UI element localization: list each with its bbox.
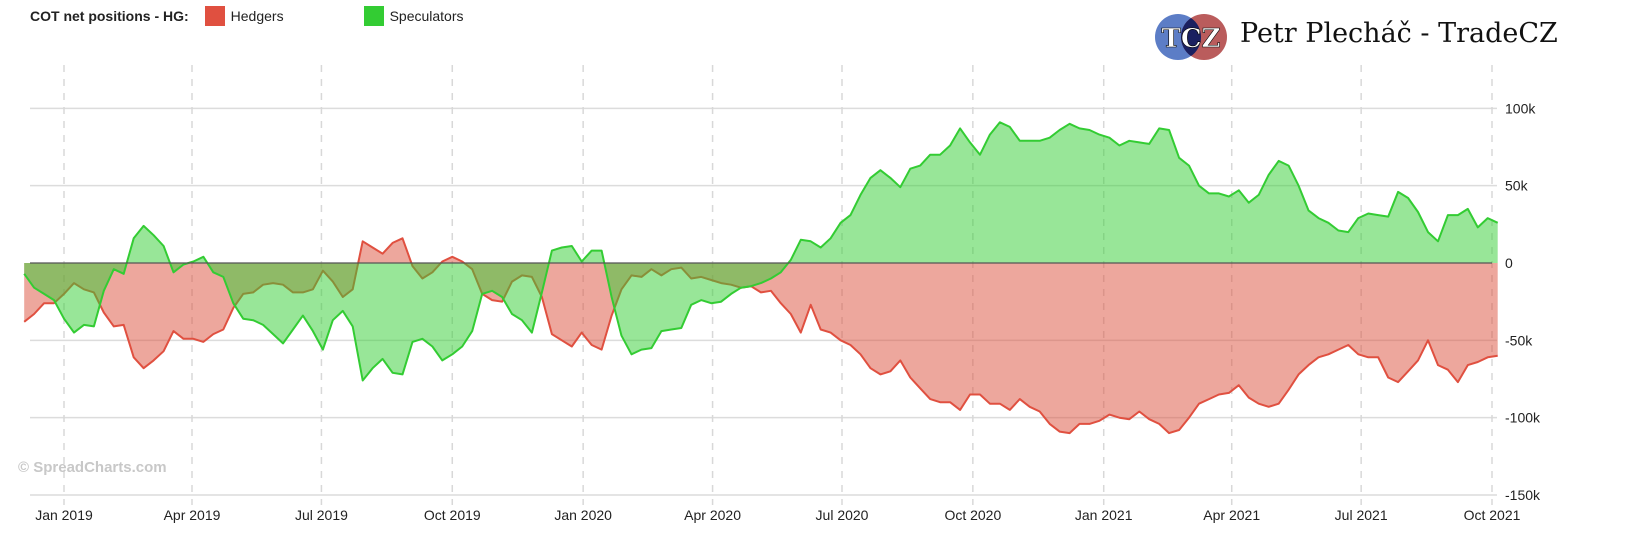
y-tick-label: -50k: [1505, 332, 1533, 348]
x-tick-label: Apr 2021: [1203, 507, 1260, 523]
x-tick-label: Apr 2020: [684, 507, 741, 523]
x-tick-label: Apr 2019: [164, 507, 221, 523]
svg-text:TCZ: TCZ: [1161, 24, 1220, 54]
author-name: Petr Plecháč - TradeCZ: [1240, 18, 1558, 49]
x-tick-label: Jul 2020: [816, 507, 869, 523]
x-tick-label: Jan 2021: [1075, 507, 1133, 523]
speculators-line: [23, 121, 1499, 382]
x-tick-label: Jan 2020: [554, 507, 612, 523]
speculators-area: [24, 122, 1498, 381]
legend-label-hedgers[interactable]: Hedgers: [230, 8, 284, 24]
x-tick-label: Oct 2020: [944, 507, 1001, 523]
y-tick-label: -100k: [1505, 410, 1541, 426]
y-tick-label: 0: [1505, 255, 1513, 271]
legend-title: COT net positions - HG:: [30, 8, 189, 24]
y-tick-label: -150k: [1505, 487, 1541, 503]
legend-label-speculators[interactable]: Speculators: [389, 8, 464, 24]
x-tick-label: Jul 2021: [1335, 507, 1388, 523]
legend-swatch-speculators[interactable]: [363, 6, 384, 26]
y-tick-label: 50k: [1505, 178, 1529, 194]
watermark: © SpreadCharts.com: [18, 459, 167, 476]
x-tick-label: Jul 2019: [295, 507, 348, 523]
tcz-logo-icon: TCZ: [1155, 14, 1227, 60]
x-tick-label: Jan 2019: [35, 507, 93, 523]
hedgers-area: [24, 238, 1498, 434]
x-tick-label: Oct 2019: [424, 507, 481, 523]
x-tick-label: Oct 2021: [1464, 507, 1521, 523]
legend-swatch-hedgers[interactable]: [204, 6, 225, 26]
author-branding: TCZ Petr Plecháč - TradeCZ: [1152, 12, 1558, 62]
y-tick-label: 100k: [1505, 100, 1536, 116]
chart-legend: COT net positions - HG: Hedgers Speculat…: [30, 6, 464, 26]
